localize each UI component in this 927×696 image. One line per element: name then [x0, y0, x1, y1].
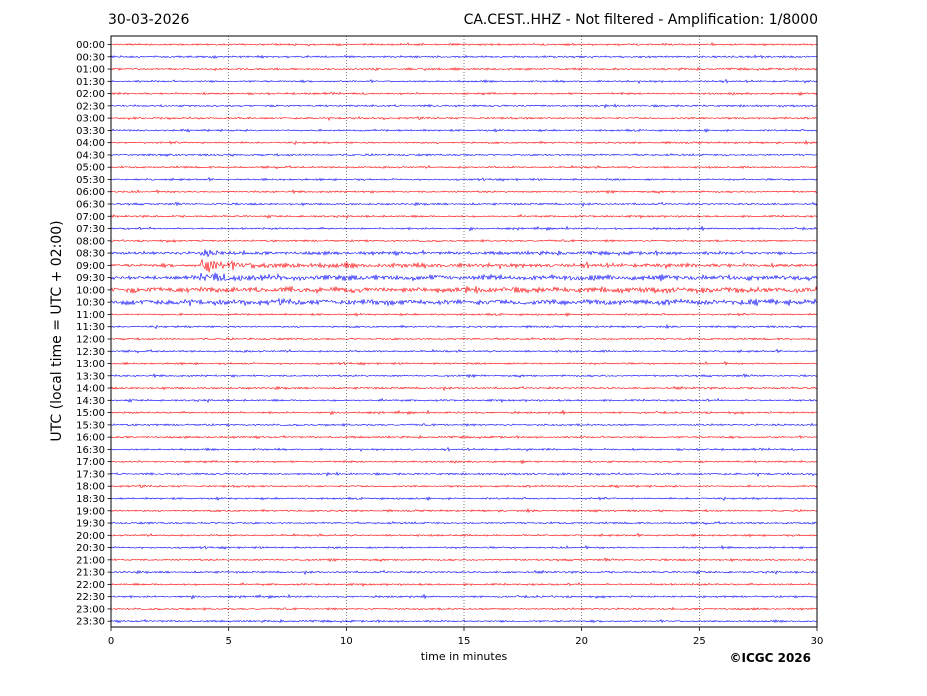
y-tick-label: 11:00: [76, 310, 105, 321]
trace-2030: [110, 545, 818, 550]
x-axis-label: time in minutes: [420, 650, 508, 663]
x-tick-label: 0: [108, 636, 114, 647]
y-tick-label: 10:30: [76, 298, 105, 309]
y-tick-label: 00:30: [76, 52, 105, 63]
y-axis-label: UTC (local time = UTC + 02:00): [49, 220, 65, 442]
trace-0330: [110, 128, 818, 134]
y-tick-label: 02:00: [76, 89, 105, 100]
chart-title: CA.CEST..HHZ - Not filtered - Amplificat…: [463, 12, 818, 28]
y-tick-label: 15:30: [76, 420, 105, 431]
y-tick-label: 20:00: [76, 531, 105, 542]
y-tick-label: 22:00: [76, 580, 105, 591]
trace-1500: [110, 409, 818, 416]
y-tick-label: 05:30: [76, 175, 105, 186]
y-tick-label: 08:30: [76, 249, 105, 260]
y-tick-label: 19:00: [76, 506, 105, 517]
y-tick-label: 21:30: [76, 568, 105, 579]
trace-1000: [110, 285, 818, 295]
y-tick-label: 13:00: [76, 359, 105, 370]
y-tick-label: 09:00: [76, 261, 105, 272]
y-tick-label: 20:30: [76, 543, 105, 554]
y-tick-label: 23:00: [76, 604, 105, 615]
y-tick-label: 11:30: [76, 322, 105, 333]
y-tick-label: 12:30: [76, 347, 105, 358]
trace-1530: [110, 422, 818, 427]
y-tick-label: 23:30: [76, 617, 105, 628]
trace-2130: [110, 569, 818, 576]
y-tick-label: 17:00: [76, 457, 105, 468]
trace-1600: [110, 434, 818, 440]
y-tick-label: 18:00: [76, 482, 105, 493]
y-tick-label: 02:30: [76, 101, 105, 112]
x-tick-label: 30: [811, 636, 824, 647]
y-tick-label: 10:00: [76, 285, 105, 296]
y-tick-label: 01:00: [76, 65, 105, 76]
y-tick-label: 06:30: [76, 200, 105, 211]
y-tick-label: 07:00: [76, 212, 105, 223]
y-tick-label: 12:00: [76, 334, 105, 345]
trace-1400: [110, 385, 818, 392]
x-tick-label: 25: [693, 636, 706, 647]
trace-0400: [110, 139, 818, 146]
y-tick-label: 00:00: [76, 40, 105, 51]
trace-1030: [110, 297, 818, 307]
x-tick-label: 15: [458, 636, 471, 647]
trace-1430: [110, 398, 818, 404]
x-tick-label: 10: [340, 636, 353, 647]
trace-1100: [110, 312, 818, 318]
y-tick-label: 22:30: [76, 592, 105, 603]
y-tick-label: 21:00: [76, 555, 105, 566]
y-tick-label: 07:30: [76, 224, 105, 235]
trace-0430: [110, 152, 818, 157]
y-tick-label: 16:00: [76, 433, 105, 444]
y-tick-label: 03:00: [76, 114, 105, 125]
y-tick-label: 16:30: [76, 445, 105, 456]
trace-0900: [110, 259, 818, 273]
y-tick-label: 05:00: [76, 163, 105, 174]
x-axis-ticks: 0 5 10 15 20 25 30: [108, 627, 824, 647]
trace-0500: [110, 164, 818, 170]
trace-1630: [110, 446, 818, 453]
y-tick-label: 15:00: [76, 408, 105, 419]
y-tick-label: 19:30: [76, 519, 105, 530]
y-tick-label: 13:30: [76, 371, 105, 382]
trace-2200: [110, 582, 818, 587]
y-tick-label: 14:30: [76, 396, 105, 407]
y-tick-label: 09:30: [76, 273, 105, 284]
copyright-label: ©ICGC 2026: [729, 651, 811, 665]
y-tick-label: 17:30: [76, 469, 105, 480]
trace-0000: [110, 41, 818, 47]
y-tick-label: 08:00: [76, 236, 105, 247]
y-tick-label: 04:30: [76, 150, 105, 161]
x-tick-label: 20: [575, 636, 588, 647]
y-tick-label: 18:30: [76, 494, 105, 505]
plot-frame: [110, 35, 818, 628]
trace-0600: [110, 189, 818, 195]
y-tick-label: 06:00: [76, 187, 105, 198]
trace-2000: [110, 532, 818, 538]
trace-1130: [110, 323, 818, 330]
vertical-grid: [228, 36, 700, 627]
date-label: 30-03-2026: [108, 12, 190, 28]
trace-2230: [110, 593, 818, 600]
x-tick-label: 5: [225, 636, 231, 647]
trace-0530: [110, 176, 818, 182]
y-tick-label: 01:30: [76, 77, 105, 88]
y-tick-label: 14:00: [76, 384, 105, 395]
y-tick-label: 04:00: [76, 138, 105, 149]
y-tick-label: 03:30: [76, 126, 105, 137]
